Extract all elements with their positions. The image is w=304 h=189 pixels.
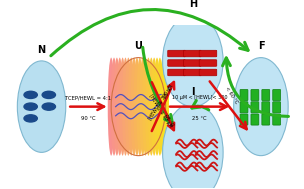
Ellipse shape — [159, 58, 166, 156]
FancyBboxPatch shape — [199, 60, 217, 66]
Ellipse shape — [234, 58, 288, 156]
Text: 25 °C: 25 °C — [192, 116, 207, 121]
Ellipse shape — [148, 58, 155, 156]
FancyBboxPatch shape — [240, 114, 248, 125]
FancyBboxPatch shape — [262, 114, 270, 125]
FancyBboxPatch shape — [199, 69, 217, 76]
Ellipse shape — [139, 58, 146, 156]
Text: TCEP/HEWL = 4:1: TCEP/HEWL = 4:1 — [65, 95, 112, 100]
Circle shape — [24, 91, 37, 98]
Ellipse shape — [151, 58, 157, 156]
Text: 25 °C: 25 °C — [163, 86, 174, 99]
Text: I: I — [191, 87, 195, 97]
Text: [HEWL] ≥ 300 μM: [HEWL] ≥ 300 μM — [147, 84, 174, 121]
Text: 90 °C: 90 °C — [81, 116, 96, 121]
Text: 25 °C: 25 °C — [163, 114, 174, 127]
Ellipse shape — [163, 103, 223, 189]
Ellipse shape — [125, 58, 132, 156]
Ellipse shape — [133, 58, 140, 156]
FancyBboxPatch shape — [262, 89, 270, 101]
Ellipse shape — [122, 58, 129, 156]
Text: H: H — [189, 0, 197, 9]
Circle shape — [42, 103, 55, 110]
FancyBboxPatch shape — [168, 69, 185, 76]
FancyBboxPatch shape — [184, 69, 201, 76]
FancyBboxPatch shape — [251, 114, 259, 125]
Ellipse shape — [108, 58, 115, 156]
Text: N: N — [37, 45, 46, 55]
FancyBboxPatch shape — [251, 102, 259, 113]
Ellipse shape — [17, 61, 66, 152]
FancyBboxPatch shape — [273, 89, 281, 101]
FancyBboxPatch shape — [168, 60, 185, 66]
FancyBboxPatch shape — [184, 60, 201, 66]
Circle shape — [24, 103, 37, 110]
FancyBboxPatch shape — [273, 102, 281, 113]
FancyBboxPatch shape — [240, 89, 248, 101]
Circle shape — [24, 115, 37, 122]
FancyBboxPatch shape — [199, 50, 217, 57]
FancyBboxPatch shape — [168, 50, 185, 57]
FancyBboxPatch shape — [184, 50, 201, 57]
Ellipse shape — [142, 58, 149, 156]
Ellipse shape — [157, 58, 163, 156]
Ellipse shape — [145, 58, 152, 156]
FancyBboxPatch shape — [273, 114, 281, 125]
Text: < 60 °C: < 60 °C — [224, 86, 239, 105]
Ellipse shape — [116, 58, 123, 156]
Ellipse shape — [136, 58, 143, 156]
Circle shape — [42, 91, 55, 98]
Ellipse shape — [113, 58, 120, 156]
Ellipse shape — [163, 15, 223, 107]
Text: [HEWL] ≤ 10 μM: [HEWL] ≤ 10 μM — [148, 93, 173, 128]
FancyBboxPatch shape — [262, 102, 270, 113]
Ellipse shape — [128, 58, 135, 156]
Text: U: U — [134, 41, 142, 51]
Ellipse shape — [131, 58, 137, 156]
Ellipse shape — [119, 58, 126, 156]
Ellipse shape — [154, 58, 161, 156]
Ellipse shape — [162, 58, 169, 156]
Text: F: F — [257, 41, 264, 51]
Ellipse shape — [111, 58, 117, 156]
FancyBboxPatch shape — [240, 102, 248, 113]
Text: 10 μM < [HEWL]< 300: 10 μM < [HEWL]< 300 — [172, 95, 227, 100]
FancyBboxPatch shape — [251, 89, 259, 101]
